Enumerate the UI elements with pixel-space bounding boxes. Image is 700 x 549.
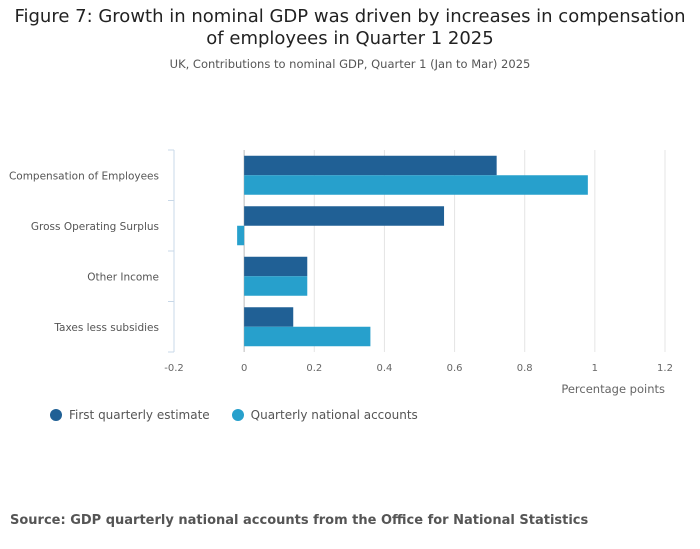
- legend-item-first-estimate: First quarterly estimate: [50, 408, 210, 422]
- chart-subtitle: UK, Contributions to nominal GDP, Quarte…: [169, 57, 531, 71]
- legend-swatch-national-accounts: [231, 409, 244, 421]
- chart-title: Figure 7: Growth in nominal GDP was driv…: [0, 6, 700, 50]
- bar-national-accounts: [244, 175, 588, 195]
- category-label: Taxes less subsidies: [53, 322, 159, 334]
- x-axis-title: Percentage points: [561, 382, 665, 396]
- x-tick-label: 0.4: [376, 363, 392, 374]
- bar-first-estimate: [244, 155, 497, 176]
- bar-chart: -0.2 0 0.2 0.4 0.6 0.8 1 1.2 Percentage points Co…: [9, 149, 673, 396]
- x-tick-label: 1: [592, 363, 598, 374]
- bar-first-estimate: [244, 256, 308, 277]
- legend-swatch-first-estimate: [50, 409, 62, 421]
- source-note: Source: GDP quarterly national accounts …: [10, 513, 589, 528]
- x-tick-label: -0.2: [164, 363, 184, 374]
- x-tick-label: 1.2: [657, 363, 673, 374]
- bar-national-accounts: [237, 225, 245, 246]
- chart-legend: First quarterly estimate Quarterly natio…: [50, 408, 440, 422]
- bar-national-accounts: [244, 276, 308, 296]
- legend-label-first-estimate: First quarterly estimate: [69, 408, 210, 422]
- legend-label-national-accounts: Quarterly national accounts: [250, 408, 418, 422]
- category-label: Other Income: [87, 271, 159, 283]
- x-tick-label: 0.2: [306, 363, 322, 374]
- bar-national-accounts: [244, 326, 371, 347]
- category-label: Compensation of Employees: [9, 170, 159, 182]
- legend-item-national-accounts: Quarterly national accounts: [231, 408, 418, 422]
- chart-title-line-1: Figure 7: Growth in nominal GDP was driv…: [14, 6, 686, 27]
- x-tick-label: 0: [241, 363, 247, 374]
- x-tick-label: 0.6: [447, 363, 463, 374]
- chart-title-line-2: of employees in Quarter 1 2025: [206, 28, 494, 49]
- category-label: Gross Operating Surplus: [31, 221, 159, 233]
- bar-first-estimate: [244, 307, 294, 327]
- x-tick-label: 0.8: [517, 363, 533, 374]
- bar-first-estimate: [244, 206, 445, 226]
